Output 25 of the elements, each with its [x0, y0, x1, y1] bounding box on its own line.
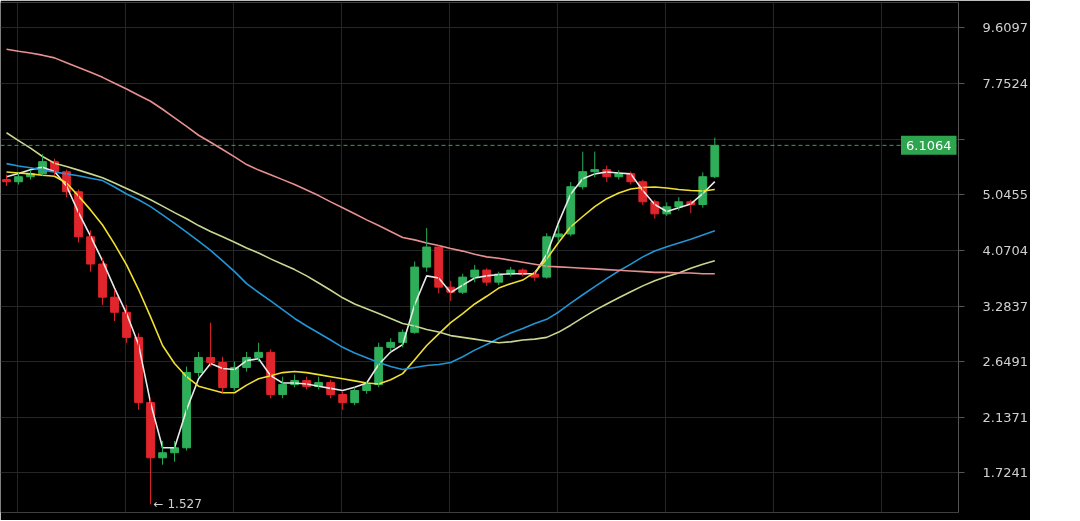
y-tick-label: 3.2837 [982, 298, 1028, 314]
candlestick [350, 386, 360, 406]
candlestick [590, 151, 600, 178]
y-tick-label: 2.6491 [982, 354, 1028, 370]
candlestick [470, 264, 480, 283]
y-tick-label: 7.7524 [982, 76, 1028, 92]
annotation: ← 1.527 [153, 497, 202, 512]
candlestick [386, 337, 396, 353]
ref-line-label: 6.1064 [906, 137, 952, 153]
y-tick-label: 1.7241 [982, 465, 1028, 481]
candlestick [14, 171, 23, 186]
y-tick-label: 2.1371 [982, 409, 1028, 425]
candlestick [278, 376, 288, 399]
candlestick [422, 227, 432, 273]
y-tick-label: 5.0455 [982, 187, 1028, 203]
candlestick [338, 391, 348, 411]
line-series [5, 132, 716, 344]
candlestick [206, 322, 215, 368]
y-tick-label: 9.6097 [982, 20, 1028, 36]
candlestick [110, 289, 119, 322]
line-series [5, 48, 716, 275]
y-tick-label: 4.0704 [982, 242, 1028, 258]
candlestick [158, 440, 167, 466]
candlestick [194, 351, 203, 378]
candlestick [254, 342, 264, 363]
